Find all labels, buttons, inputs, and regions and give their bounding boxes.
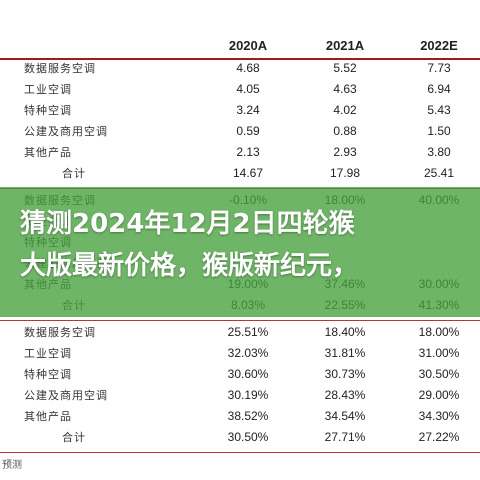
table-cell: 29.00% [418, 388, 460, 402]
table-row: 数据服务空调 25.51% 18.40% 18.00% [0, 322, 480, 343]
table-cell: 34.54% [324, 409, 366, 423]
table-cell: 25.51% [227, 325, 269, 339]
table-cell: 1.50 [427, 124, 451, 138]
table-cell: 34.30% [418, 409, 460, 423]
table-cell: 2.93 [333, 145, 357, 159]
table-cell: 30.50% [418, 367, 460, 381]
table-bottom-rule [0, 452, 480, 453]
table-cell: 7.73 [427, 61, 451, 75]
table-cell: 14.67 [232, 166, 264, 180]
table-row: 其他产品 38.52% 34.54% 34.30% [0, 406, 480, 427]
table-row: 公建及商用空调 0.59 0.88 1.50 [0, 121, 480, 142]
row-label: 公建及商用空调 [24, 389, 108, 402]
table-cell: 2.13 [236, 145, 260, 159]
table-cell: 32.03% [227, 346, 269, 360]
table-cell: 3.24 [236, 103, 260, 117]
overlay-title-line-2: 大版最新价格，猴版新纪元， [20, 251, 359, 281]
block-separator [0, 320, 480, 321]
table-row: 公建及商用空调 30.19% 28.43% 29.00% [0, 385, 480, 406]
table-cell: 4.05 [236, 82, 260, 96]
header-2021a: 2021A [325, 38, 365, 53]
table-cell: 30.19% [227, 388, 269, 402]
table-row: 工业空调 32.03% 31.81% 31.00% [0, 343, 480, 364]
table-cell: 27.71% [324, 430, 366, 444]
row-label: 合计 [62, 167, 86, 180]
table-cell: 4.02 [333, 103, 357, 117]
header-2020a: 2020A [228, 38, 268, 53]
table-cell: 31.81% [324, 346, 366, 360]
row-label: 特种空调 [24, 368, 72, 381]
table-cell: 30.50% [227, 430, 269, 444]
table-cell: 30.60% [227, 367, 269, 381]
table-cell: 25.41 [423, 166, 455, 180]
row-label: 工业空调 [24, 347, 72, 360]
table-cell: 0.88 [333, 124, 357, 138]
table-cell: 18.00% [418, 325, 460, 339]
table-row: 合计 30.50% 27.71% 27.22% [0, 427, 480, 448]
footer-note: 预测 [2, 460, 22, 471]
overlay-title-line-1: 猜测2024年12月2日四轮猴 [20, 209, 355, 239]
row-label: 数据服务空调 [24, 62, 96, 75]
table-cell: 5.52 [333, 61, 357, 75]
table-row: 特种空调 3.24 4.02 5.43 [0, 100, 480, 121]
row-label: 工业空调 [24, 83, 72, 96]
table-cell: 0.59 [236, 124, 260, 138]
header-2022e: 2022E [420, 38, 458, 53]
row-label: 合计 [62, 431, 86, 444]
table-cell: 18.40% [324, 325, 366, 339]
table-cell: 3.80 [427, 145, 451, 159]
table-row: 工业空调 4.05 4.63 6.94 [0, 79, 480, 100]
table-row: 数据服务空调 4.68 5.52 7.73 [0, 58, 480, 79]
table-cell: 27.22% [418, 430, 460, 444]
table-cell: 4.68 [236, 61, 260, 75]
table-cell: 28.43% [324, 388, 366, 402]
table-cell: 38.52% [227, 409, 269, 423]
table-cell: 5.43 [427, 103, 451, 117]
table-row: 合计 14.67 17.98 25.41 [0, 163, 480, 184]
row-label: 特种空调 [24, 104, 72, 117]
table-header: 2020A 2021A 2022E [0, 36, 480, 60]
row-label: 其他产品 [24, 410, 72, 423]
row-label: 公建及商用空调 [24, 125, 108, 138]
row-label: 数据服务空调 [24, 326, 96, 339]
table-row: 特种空调 30.60% 30.73% 30.50% [0, 364, 480, 385]
title-overlay-banner: 猜测2024年12月2日四轮猴 大版最新价格，猴版新纪元， [0, 187, 480, 317]
table-cell: 17.98 [329, 166, 361, 180]
table-cell: 31.00% [418, 346, 460, 360]
table-cell: 4.63 [333, 82, 357, 96]
table-cell: 30.73% [324, 367, 366, 381]
table-cell: 6.94 [427, 82, 451, 96]
table-row: 其他产品 2.13 2.93 3.80 [0, 142, 480, 163]
row-label: 其他产品 [24, 146, 72, 159]
